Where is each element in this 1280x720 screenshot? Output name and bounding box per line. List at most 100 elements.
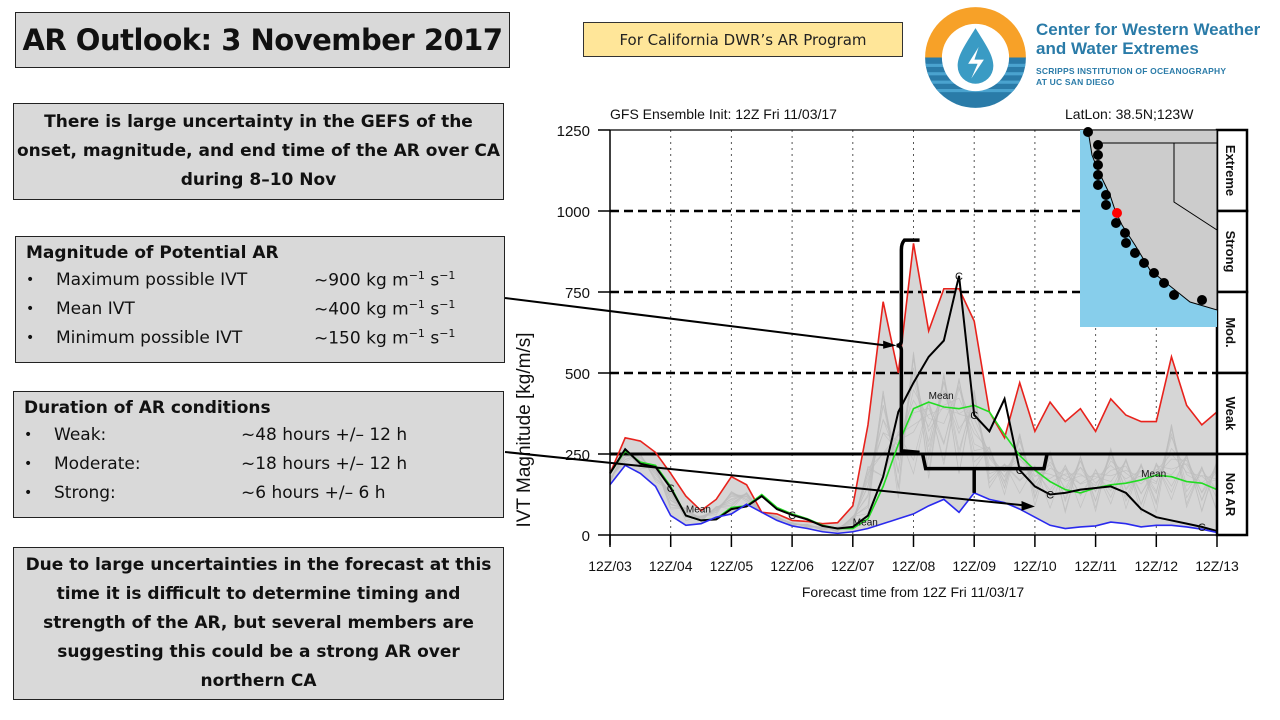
map-forecast-point — [1121, 238, 1131, 248]
ensemble-member-line — [609, 403, 1218, 530]
plot-area: Mean Mean Mean Mean C C C C C C C 0 250 500 750 1000 125… — [504, 123, 1249, 574]
magnitude-box: Magnitude of Potential AR • Maximum poss… — [15, 236, 505, 363]
map-forecast-point — [1111, 218, 1121, 228]
duration-arrow — [504, 451, 1029, 507]
bullet: • — [24, 484, 33, 501]
duration-value: ~6 hours +/– 6 h — [241, 482, 386, 503]
map-selected-point — [1112, 208, 1122, 218]
map-forecast-point — [1169, 290, 1179, 300]
ivt-chart: GFS Ensemble Init: 12Z Fri 11/03/17 LatL… — [504, 106, 1249, 600]
x-tick-label: 12Z/07 — [831, 558, 875, 574]
bullet: • — [24, 455, 33, 472]
duration-brace — [920, 453, 1049, 493]
series-label-control: C — [788, 510, 796, 522]
duration-value: ~48 hours +/– 12 h — [241, 424, 408, 445]
map-forecast-point — [1093, 160, 1103, 170]
category-label: Strong — [1223, 231, 1238, 273]
x-tick-label: 12Z/04 — [649, 558, 693, 574]
y-axis-label: IVT Magnitude [kg/m/s] — [514, 332, 535, 527]
magnitude-item: • Maximum possible IVT ~900 kg m−1 s−1 — [26, 265, 494, 294]
magnitude-label: Maximum possible IVT — [56, 269, 248, 290]
y-tick-label: 500 — [565, 366, 590, 383]
x-tick-label: 12Z/12 — [1135, 558, 1179, 574]
x-tick-label: 12Z/05 — [710, 558, 754, 574]
series-label-mean: Mean — [1141, 469, 1166, 480]
summary-text: There is large uncertainty in the GEFS o… — [16, 112, 501, 190]
map-state-border — [1173, 143, 1218, 231]
map-forecast-point — [1083, 127, 1093, 137]
organization-name: Center for Western Weather and Water Ext… — [1036, 20, 1261, 58]
cw3e-logo-icon — [925, 7, 1026, 108]
series-line-max — [609, 243, 1218, 525]
organization-subtitle: SCRIPPS INSTITUTION OF OCEANOGRAPHY AT U… — [1036, 66, 1227, 87]
x-tick-label: 12Z/03 — [588, 558, 632, 574]
magnitude-value: ~150 kg m−1 s−1 — [314, 326, 456, 349]
map-forecast-point — [1093, 150, 1103, 160]
program-label: For California DWR’s AR Program — [619, 30, 867, 49]
duration-label: Strong: — [54, 482, 116, 503]
x-tick-label: 12Z/09 — [952, 558, 996, 574]
x-tick-label: 12Z/06 — [770, 558, 814, 574]
ensemble-member-line — [609, 387, 1218, 529]
magnitude-arrowhead — [883, 340, 897, 349]
magnitude-brace — [896, 238, 920, 455]
bullet: • — [24, 426, 33, 443]
bullet: • — [26, 329, 35, 346]
y-tick-label: 0 — [582, 528, 590, 545]
page-title: AR Outlook: 3 November 2017 — [22, 23, 503, 57]
chart-title: GFS Ensemble Init: 12Z Fri 11/03/17 — [610, 106, 837, 122]
y-tick-label: 1250 — [557, 123, 590, 140]
duration-item: • Weak: ~48 hours +/– 12 h — [24, 420, 493, 449]
summary-box: There is large uncertainty in the GEFS o… — [13, 103, 504, 200]
ensemble-member-line — [609, 378, 1218, 530]
duration-value: ~18 hours +/– 12 h — [241, 453, 408, 474]
map-forecast-point — [1101, 200, 1111, 210]
x-tick-label: 12Z/13 — [1195, 558, 1239, 574]
y-tick-label: 750 — [565, 285, 590, 302]
x-tick-label: 12Z/08 — [892, 558, 936, 574]
bullet: • — [26, 271, 35, 288]
conclusion-text: Due to large uncertainties in the foreca… — [25, 555, 492, 691]
map-forecast-point — [1101, 190, 1111, 200]
chart-location: LatLon: 38.5N;123W — [1065, 106, 1194, 122]
magnitude-arrow — [504, 297, 887, 347]
x-tick-label: 12Z/10 — [1013, 558, 1057, 574]
magnitude-heading: Magnitude of Potential AR — [26, 243, 279, 263]
series-label-control: C — [1016, 465, 1024, 477]
magnitude-value: ~900 kg m−1 s−1 — [314, 268, 456, 291]
map-forecast-point — [1139, 258, 1149, 268]
category-label: Not AR — [1223, 473, 1238, 517]
ensemble-spread-band — [610, 243, 1217, 534]
series-label-control: C — [955, 271, 963, 283]
series-label-control: C — [1046, 490, 1054, 502]
magnitude-label: Minimum possible IVT — [56, 327, 243, 348]
map-forecast-point — [1093, 140, 1103, 150]
magnitude-label: Mean IVT — [56, 298, 135, 319]
duration-item: • Moderate: ~18 hours +/– 12 h — [24, 449, 493, 478]
x-axis-label: Forecast time from 12Z Fri 11/03/17 — [802, 584, 1024, 600]
category-label: Extreme — [1223, 145, 1238, 196]
category-band — [1215, 290, 1249, 375]
series-label-control: C — [970, 410, 978, 422]
map-forecast-point — [1120, 228, 1130, 238]
map-forecast-point — [1093, 180, 1103, 190]
duration-label: Weak: — [54, 424, 107, 445]
ensemble-member-line — [609, 367, 1218, 531]
duration-item: • Strong: ~6 hours +/– 6 h — [24, 478, 493, 507]
category-band — [1215, 452, 1249, 537]
x-tick-label: 12Z/11 — [1074, 558, 1117, 574]
bullet: • — [26, 300, 35, 317]
program-label-box: For California DWR’s AR Program — [583, 22, 903, 57]
duration-label: Moderate: — [54, 453, 141, 474]
duration-box: Duration of AR conditions • Weak: ~48 ho… — [13, 391, 504, 518]
category-label: Mod. — [1223, 317, 1238, 347]
magnitude-value: ~400 kg m−1 s−1 — [314, 297, 456, 320]
category-band — [1215, 371, 1249, 456]
magnitude-item: • Minimum possible IVT ~150 kg m−1 s−1 — [26, 323, 494, 352]
duration-heading: Duration of AR conditions — [24, 398, 271, 418]
title-box: AR Outlook: 3 November 2017 — [15, 12, 510, 68]
y-tick-label: 250 — [565, 447, 590, 464]
series-line-min — [609, 464, 1218, 535]
map-forecast-point — [1149, 268, 1159, 278]
series-label-mean: Mean — [853, 518, 878, 529]
